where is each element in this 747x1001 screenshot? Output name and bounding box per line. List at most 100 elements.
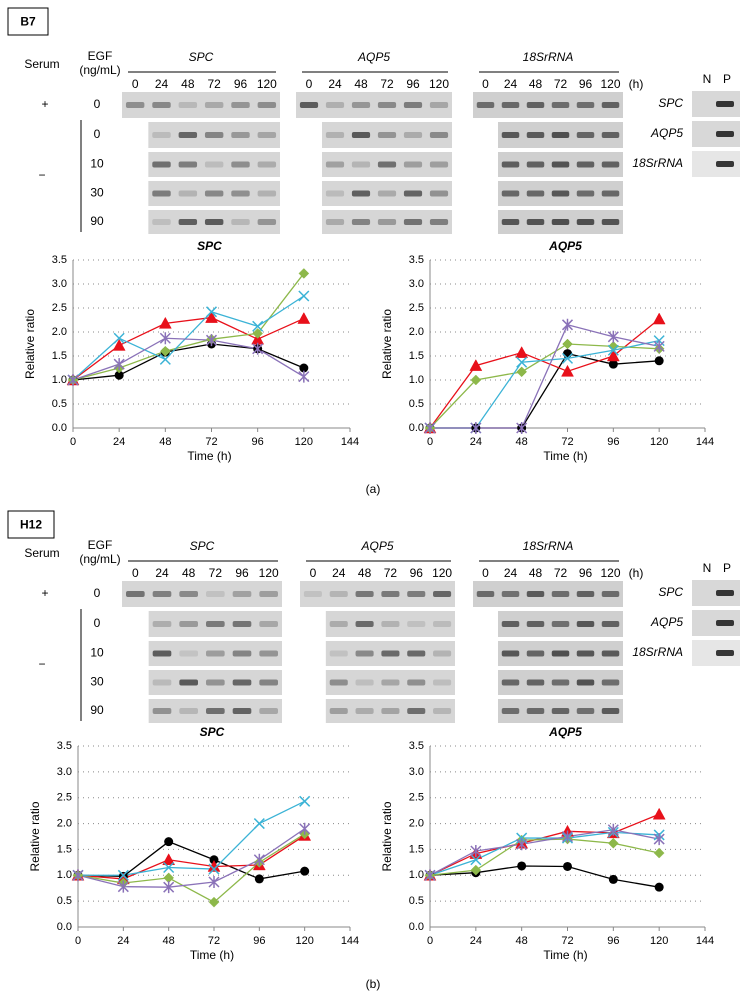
y-tick-label: 2.5 [52, 302, 67, 314]
timepoint-label: 24 [155, 77, 169, 91]
data-point [253, 818, 265, 830]
panel-caption: (b) [366, 977, 381, 991]
timepoint-label: 0 [306, 77, 313, 91]
gene-label: 18SrRNA [523, 50, 574, 64]
data-point [607, 330, 619, 343]
x-tick-label: 24 [117, 935, 129, 947]
gel-band [526, 650, 545, 657]
gel-band [232, 591, 252, 597]
gel-band [204, 190, 224, 197]
x-axis-label: Time (h) [543, 948, 587, 962]
gel-band [377, 190, 397, 197]
y-axis-label: Relative ratio [380, 801, 394, 871]
y-tick-label: 0.5 [57, 895, 72, 907]
timepoint-label: 24 [504, 566, 518, 580]
x-tick-label: 0 [75, 935, 81, 947]
data-point [72, 869, 84, 882]
data-point [607, 837, 619, 849]
gel-band [178, 132, 198, 138]
gel-band [381, 650, 400, 657]
x-tick-label: 0 [70, 436, 76, 448]
x-tick-label: 120 [650, 436, 668, 448]
y-tick-label: 0.0 [52, 422, 67, 434]
data-point [208, 896, 220, 908]
gel-band [206, 591, 225, 597]
gel-band [601, 102, 620, 108]
data-point [299, 363, 309, 373]
dose-label: 0 [94, 127, 101, 141]
x-tick-label: 96 [252, 436, 264, 448]
gel-band [526, 708, 545, 714]
y-tick-label: 3.0 [409, 766, 424, 778]
gel-background [122, 581, 282, 607]
gel-band [204, 102, 224, 108]
data-point [653, 340, 665, 353]
gel-band [259, 621, 278, 627]
x-tick-label: 48 [516, 935, 528, 947]
timepoint-label: 120 [257, 77, 277, 91]
data-point [470, 854, 482, 866]
gel-band [152, 679, 172, 686]
data-point [607, 823, 619, 836]
timepoint-label: 48 [181, 77, 195, 91]
data-point [424, 422, 436, 434]
y-tick-label: 3.0 [409, 278, 424, 290]
timepoint-label: 96 [579, 77, 593, 91]
gel-band [601, 650, 620, 657]
data-point [252, 320, 264, 332]
gel-band [576, 161, 595, 168]
timepoint-label: 96 [410, 566, 424, 580]
gel-band [576, 591, 595, 597]
y-tick-label: 1.5 [409, 843, 424, 855]
gel-band [526, 621, 545, 627]
gel-band [403, 190, 423, 197]
y-tick-label: 1.0 [52, 374, 67, 386]
gel-band [551, 591, 570, 597]
gel-band [551, 219, 570, 225]
data-point [162, 853, 176, 866]
timepoint-label: 72 [384, 566, 398, 580]
series-line [77, 834, 306, 880]
data-point [561, 318, 574, 331]
series-line [429, 343, 660, 429]
data-point [516, 366, 528, 378]
x-tick-label: 120 [295, 935, 313, 947]
series-line [429, 831, 660, 876]
x-tick-label: 24 [470, 436, 482, 448]
y-axis-label: Relative ratio [380, 309, 394, 379]
timepoint-label: 48 [358, 566, 372, 580]
data-point [299, 795, 311, 807]
data-point [469, 359, 483, 371]
timepoint-label: 48 [529, 77, 543, 91]
gel-band [551, 650, 570, 657]
gel-band [206, 708, 225, 714]
y-tick-label: 2.5 [409, 792, 424, 804]
timepoint-label: 72 [554, 77, 568, 91]
gel-band [257, 132, 277, 138]
chart-title: AQP5 [548, 725, 582, 739]
gel-band [403, 161, 423, 168]
x-tick-label: 96 [607, 436, 619, 448]
dose-label: 0 [94, 616, 101, 630]
x-tick-label: 0 [427, 436, 433, 448]
gel-band [501, 621, 520, 627]
gel-band [179, 591, 198, 597]
data-point [562, 338, 573, 350]
series-line [72, 316, 305, 381]
y-tick-label: 1.5 [409, 350, 424, 362]
series-line [429, 318, 660, 429]
gel-background [325, 699, 455, 723]
x-tick-label: 96 [607, 935, 619, 947]
y-tick-label: 2.0 [57, 817, 72, 829]
data-point [608, 359, 618, 369]
series-line [72, 337, 305, 381]
gel-band [433, 591, 452, 597]
x-tick-label: 144 [696, 935, 714, 947]
gel-band [601, 679, 620, 686]
series-line [72, 295, 305, 381]
x-tick-label: 48 [516, 436, 528, 448]
y-tick-label: 1.0 [409, 374, 424, 386]
timepoint-label: 0 [482, 566, 489, 580]
x-tick-label: 72 [561, 436, 573, 448]
